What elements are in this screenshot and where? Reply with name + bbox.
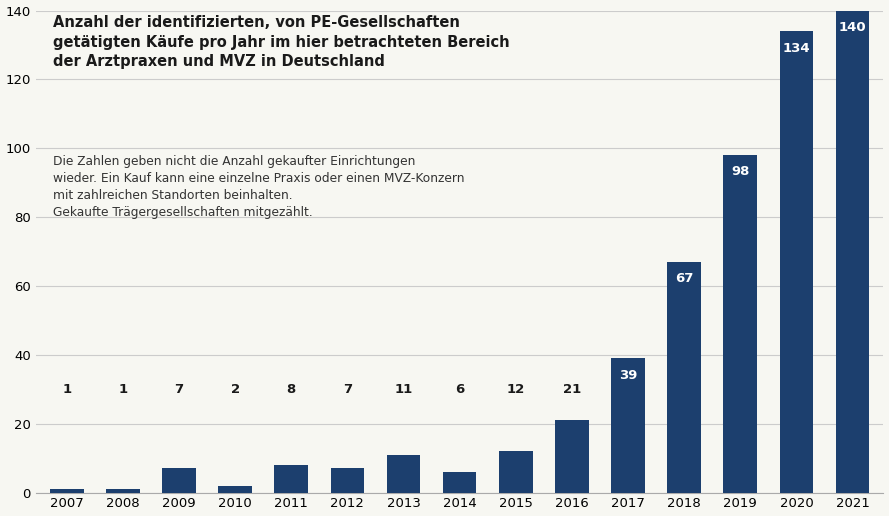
Text: 7: 7 (174, 383, 183, 396)
Bar (611, 358, 645, 493)
Text: 67: 67 (675, 272, 693, 285)
Text: 2: 2 (230, 383, 240, 396)
Bar (668, 262, 701, 493)
Text: 11: 11 (395, 383, 412, 396)
Text: 6: 6 (455, 383, 464, 396)
Text: 21: 21 (563, 383, 581, 396)
Text: 1: 1 (118, 383, 127, 396)
Bar (106, 489, 140, 493)
Text: 1: 1 (62, 383, 71, 396)
Text: 140: 140 (838, 21, 867, 34)
Text: 7: 7 (343, 383, 352, 396)
Text: Die Zahlen geben nicht die Anzahl gekaufter Einrichtungen
wieder. Ein Kauf kann : Die Zahlen geben nicht die Anzahl gekauf… (52, 155, 464, 219)
Bar (218, 486, 252, 493)
Bar (275, 465, 308, 493)
Bar (836, 10, 869, 493)
Bar (331, 469, 364, 493)
Text: 12: 12 (507, 383, 525, 396)
Bar (499, 452, 533, 493)
Bar (555, 420, 589, 493)
Bar (50, 489, 84, 493)
Text: Anzahl der identifizierten, von PE-Gesellschaften
getätigten Käufe pro Jahr im h: Anzahl der identifizierten, von PE-Gesel… (52, 15, 509, 69)
Text: 98: 98 (731, 166, 749, 179)
Bar (724, 155, 757, 493)
Text: 8: 8 (286, 383, 296, 396)
Text: 39: 39 (619, 368, 637, 382)
Bar (780, 31, 813, 493)
Bar (387, 455, 420, 493)
Text: 134: 134 (782, 42, 810, 55)
Bar (443, 472, 477, 493)
Bar (162, 469, 196, 493)
